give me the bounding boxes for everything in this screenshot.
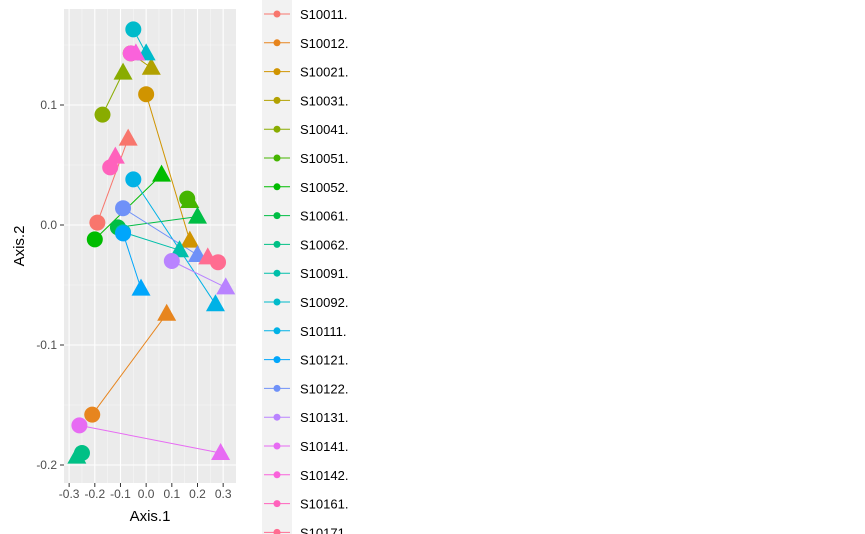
sample-triangle-point [180, 230, 200, 248]
legend-key-point [273, 298, 281, 306]
legend: S10011. S10012. S10021. S10031. S10041. S1005… [262, 0, 348, 534]
sample-circle-point [163, 253, 180, 269]
sample-triangle-point [170, 240, 190, 258]
sample-triangle-point [141, 57, 161, 75]
legend-label: S10041. [300, 122, 348, 137]
sample-circle-point [138, 86, 155, 103]
legend-key-point [273, 384, 281, 392]
legend-label: S10111. [300, 324, 347, 339]
sample-triangle-point [152, 164, 172, 182]
sample-triangle-point [113, 62, 133, 80]
x-tick-label: -0.1 [110, 487, 131, 501]
y-axis-ticks: -0.2 -0.1 0.0 0.1 [36, 98, 64, 472]
legend-key-point [273, 125, 281, 133]
pair-line [117, 216, 198, 228]
sample-points [67, 21, 236, 464]
sample-triangle-point [126, 43, 146, 61]
legend-key-point [273, 356, 281, 364]
legend-label: S10142. [300, 468, 348, 483]
legend-label: S10161. [300, 497, 348, 512]
pair-line [96, 138, 129, 223]
legend-label: S10122. [300, 381, 348, 396]
legend-label: S10141. [300, 439, 348, 454]
x-axis-ticks: -0.3 -0.2 -0.1 0.0 0.1 0.2 0.3 [59, 483, 232, 501]
grid-lines [64, 9, 236, 483]
pair-line [122, 233, 142, 289]
sample-triangle-point [131, 278, 151, 296]
x-tick-label: -0.2 [84, 487, 105, 501]
sample-circle-point [89, 214, 106, 231]
sample-triangle-point [216, 277, 236, 295]
legend-label: S10171. [300, 525, 348, 534]
sample-circle-point [125, 21, 142, 38]
sample-circle-point [94, 106, 111, 123]
legend-key-point [273, 39, 281, 47]
legend-label: S10131. [300, 410, 348, 425]
legend-key-point [273, 500, 281, 508]
sample-circle-point [125, 171, 142, 188]
sample-circle-point [71, 417, 88, 434]
x-tick-label: 0.3 [215, 487, 232, 501]
y-axis-title: Axis.2 [11, 226, 28, 267]
x-axis-title: Axis.1 [130, 508, 171, 525]
legend-key-point [273, 183, 281, 191]
sample-triangle-point [205, 294, 225, 312]
sample-circle-point [86, 231, 103, 248]
x-tick-label: -0.3 [59, 487, 80, 501]
legend-label: S10051. [300, 151, 348, 166]
y-tick-label: 0.0 [40, 218, 57, 232]
sample-circle-point [115, 200, 132, 217]
legend-key-point [273, 442, 281, 450]
sample-triangle-point [157, 303, 177, 321]
legend-key-background [262, 0, 292, 534]
x-tick-label: 0.2 [189, 487, 206, 501]
legend-label: S10011. [300, 7, 347, 22]
pair-line [145, 94, 191, 241]
legend-key-point [273, 528, 281, 534]
y-tick-label: -0.2 [36, 458, 57, 472]
y-tick-label: -0.1 [36, 338, 57, 352]
pair-line [132, 179, 216, 305]
x-tick-label: 0.0 [138, 487, 155, 501]
legend-label: S10061. [300, 209, 348, 224]
legend-label: S10031. [300, 93, 348, 108]
legend-key-point [273, 154, 281, 162]
legend-key-point [273, 269, 281, 277]
legend-label: S10021. [300, 65, 348, 80]
legend-key-point [273, 212, 281, 220]
sample-triangle-point [198, 247, 218, 265]
sample-triangle-point [180, 191, 200, 208]
sample-circle-point [84, 406, 101, 423]
sample-circle-point [210, 254, 227, 271]
legend-label: S10091. [300, 266, 348, 281]
legend-label: S10012. [300, 36, 348, 51]
legend-key-point [273, 240, 281, 248]
x-tick-label: 0.1 [163, 487, 180, 501]
sample-triangle-point [67, 446, 87, 464]
legend-key-point [273, 413, 281, 421]
legend-label: S10092. [300, 295, 348, 310]
sample-triangle-point [187, 206, 207, 224]
pair-line [91, 313, 168, 415]
legend-key-point [273, 96, 281, 104]
pair-line [171, 260, 226, 288]
legend-label: S10052. [300, 180, 348, 195]
legend-key-point [273, 68, 281, 76]
legend-key-point [273, 10, 281, 18]
pair-line [79, 424, 221, 454]
legend-label: S10121. [300, 353, 348, 368]
sample-circle-point [115, 225, 132, 242]
pair-line [122, 231, 180, 251]
legend-label: S10062. [300, 237, 348, 252]
y-tick-label: 0.1 [40, 98, 57, 112]
sample-triangle-point [105, 146, 125, 164]
sample-triangle-point [118, 128, 138, 146]
legend-key-point [273, 471, 281, 479]
sample-triangle-point [211, 443, 231, 460]
legend-key-point [273, 327, 281, 335]
